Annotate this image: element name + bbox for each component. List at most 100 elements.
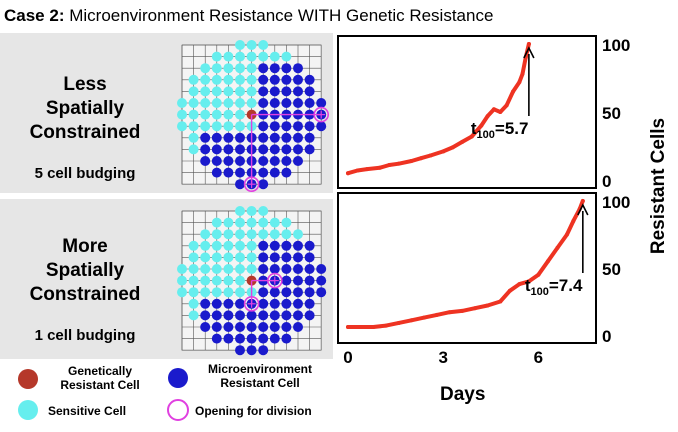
micro-resistant-cell bbox=[293, 156, 303, 166]
micro-resistant-cell bbox=[258, 63, 269, 74]
sensitive-cell bbox=[269, 217, 280, 228]
micro-resistant-cell bbox=[316, 287, 327, 298]
sensitive-cell bbox=[235, 51, 245, 62]
opening-marker bbox=[313, 106, 329, 123]
sensitive-cell bbox=[200, 275, 211, 286]
sensitive-cell bbox=[211, 275, 222, 286]
cell-grid-more-constrained bbox=[177, 206, 327, 356]
sensitive-cell bbox=[246, 264, 257, 274]
micro-resistant-cell bbox=[223, 132, 234, 143]
sensitive-cell bbox=[188, 98, 199, 108]
data-point bbox=[460, 139, 465, 144]
sensitive-cell bbox=[235, 275, 245, 286]
data-point bbox=[384, 323, 389, 328]
sensitive-cell bbox=[235, 229, 245, 240]
micro-resistant-cell bbox=[304, 298, 315, 309]
legend-genetic-line1: Genetically bbox=[67, 364, 133, 378]
t100-arrowhead bbox=[577, 203, 589, 216]
legend-micro-line1: Microenvironment bbox=[207, 362, 312, 376]
x-axis-label: Days bbox=[440, 384, 486, 405]
micro-resistant-cell bbox=[281, 74, 292, 85]
legend-genetic-label: Genetically Resistant Cell bbox=[45, 364, 155, 392]
data-point bbox=[511, 89, 516, 94]
data-point bbox=[346, 324, 350, 329]
sensitive-cell bbox=[246, 206, 257, 216]
sensitive-cell bbox=[281, 217, 292, 228]
data-point bbox=[517, 80, 522, 85]
micro-resistant-cell bbox=[258, 121, 269, 132]
micro-resistant-cell bbox=[269, 240, 280, 251]
sensitive-cell bbox=[223, 264, 234, 274]
y-tick-label: 0 bbox=[602, 172, 611, 191]
sensitive-cell bbox=[223, 74, 234, 85]
sensitive-cell bbox=[223, 240, 234, 251]
sensitive-cell bbox=[200, 109, 211, 120]
micro-resistant-cell bbox=[235, 322, 245, 332]
t100-annotation: t100=5.7 bbox=[471, 119, 529, 141]
opening-marker bbox=[243, 296, 260, 312]
micro-resistant-cell bbox=[211, 167, 222, 178]
micro-resistant-cell bbox=[258, 264, 269, 274]
sensitive-cell bbox=[223, 121, 234, 132]
data-point bbox=[555, 245, 560, 250]
micro-resistant-cell bbox=[304, 121, 315, 132]
data-point bbox=[409, 158, 414, 163]
sensitive-cell bbox=[223, 51, 234, 62]
micro-resistant-cell bbox=[293, 63, 303, 74]
micro-resistant-cell bbox=[269, 63, 280, 74]
sensitive-cell bbox=[211, 229, 222, 240]
sensitive-cell bbox=[188, 252, 199, 263]
sensitive-cell bbox=[177, 275, 187, 286]
legend-genetic-line2: Resistant Cell bbox=[60, 378, 140, 392]
sensitive-cell bbox=[223, 63, 234, 74]
sensitive-cell bbox=[200, 264, 211, 274]
micro-resistant-cell bbox=[304, 264, 315, 274]
label-line1: More bbox=[62, 236, 108, 257]
sensitive-cell bbox=[200, 74, 211, 85]
micro-resistant-cell bbox=[304, 98, 315, 108]
micro-resistant-cell bbox=[293, 86, 303, 97]
sensitive-cell bbox=[235, 63, 245, 74]
label-line2: Spatially bbox=[45, 98, 125, 119]
sensitive-cell bbox=[200, 86, 211, 97]
genetic-resistant-swatch bbox=[18, 369, 38, 389]
panel-label: More Spatially Constrained bbox=[0, 235, 170, 307]
sensitive-cell bbox=[188, 74, 199, 85]
micro-resistant-cell bbox=[281, 98, 292, 108]
micro-resistant-cell bbox=[304, 132, 315, 143]
sensitive-cell bbox=[246, 98, 257, 108]
sensitive-cell bbox=[246, 217, 257, 228]
micro-resistant-cell bbox=[211, 310, 222, 321]
sensitive-cell bbox=[246, 229, 257, 240]
micro-resistant-cell bbox=[304, 310, 315, 321]
sensitive-cell bbox=[211, 86, 222, 97]
micro-resistant-cell bbox=[269, 322, 280, 332]
micro-resistant-cell bbox=[316, 275, 327, 286]
micro-resistant-cell bbox=[281, 333, 292, 344]
data-point bbox=[571, 219, 576, 224]
data-point bbox=[517, 282, 522, 287]
sensitive-cell bbox=[177, 98, 187, 108]
t100-arrowhead bbox=[523, 46, 535, 59]
data-point bbox=[450, 145, 455, 150]
legend-micro-label: Microenvironment Resistant Cell bbox=[190, 362, 330, 390]
micro-resistant-cell bbox=[223, 322, 234, 332]
micro-resistant-cell bbox=[258, 252, 269, 263]
data-point bbox=[422, 315, 427, 320]
micro-resistant-cell bbox=[304, 86, 315, 97]
data-point bbox=[441, 149, 446, 154]
budging-text: 1 cell budging bbox=[34, 327, 136, 344]
micro-resistant-cell bbox=[304, 74, 315, 85]
sensitive-cell bbox=[188, 287, 199, 298]
sensitive-cell bbox=[177, 287, 187, 298]
legend-sensitive-label: Sensitive Cell bbox=[48, 404, 127, 418]
sensitive-cell bbox=[188, 144, 199, 155]
micro-resistant-cell bbox=[293, 252, 303, 263]
sensitive-cell bbox=[269, 51, 280, 62]
micro-resistant-cell bbox=[235, 156, 245, 166]
sensitive-cell bbox=[211, 63, 222, 74]
micro-resistant-cell bbox=[281, 252, 292, 263]
t100-annotation: t100=7.4 bbox=[525, 276, 583, 298]
data-point bbox=[498, 299, 503, 304]
micro-resistant-cell bbox=[281, 86, 292, 97]
